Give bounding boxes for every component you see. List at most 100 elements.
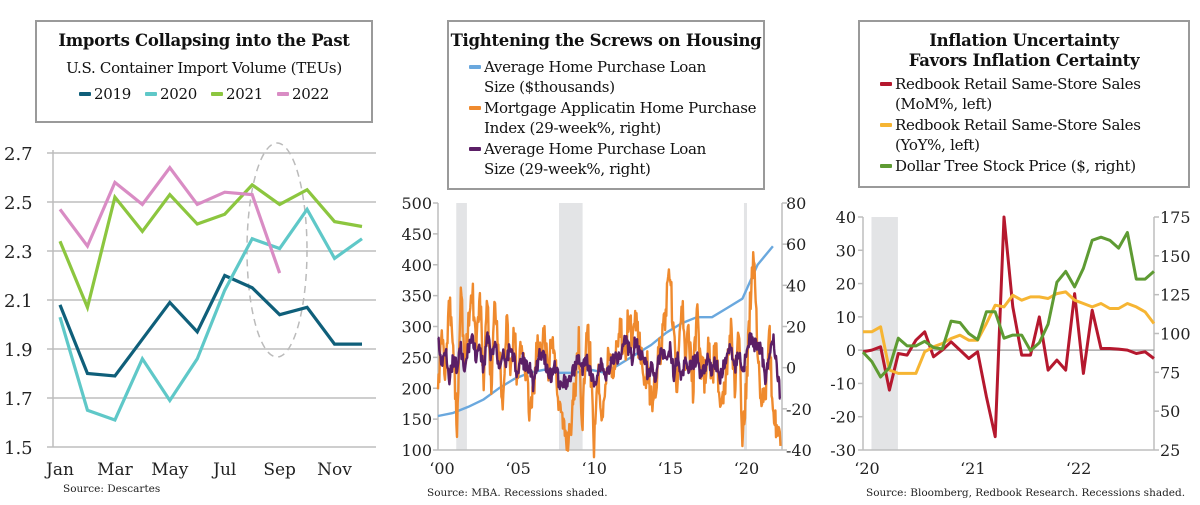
y-tick-label: 1.7 [4,389,33,410]
chart2-series-line-2 [437,331,781,400]
x-tick-label: ‘20 [734,459,759,478]
x-tick-label: Nov [317,460,352,480]
left-y-tick-label: 250 [401,348,432,367]
legend-swatch [276,92,289,96]
left-y-tick-label: 20 [836,275,856,294]
legend-swatch [880,164,892,168]
legend-swatch [880,123,892,127]
legend-item-redbook-yoy: Redbook Retail Same-Store Sales (YoY%, l… [880,115,1188,155]
chart2-legend-box: Tightening the Screws on Housing Average… [447,20,765,190]
left-y-tick-label: 300 [401,318,432,337]
chart2-series-line-1 [436,250,782,459]
left-y-tick-label: 200 [401,379,432,398]
legend-item-2021: 2021 [211,84,263,104]
chart2-source: Source: MBA. Recessions shaded. [427,487,608,499]
chart1-subtitle: U.S. Container Import Volume (TEUs) [66,59,342,77]
chart1-legend: 2019 2020 2021 2022 [37,83,371,104]
right-y-tick-label: -20 [786,400,812,419]
y-tick-label: 1.9 [4,340,33,361]
right-y-tick-label: 50 [1160,402,1180,421]
legend-item-redbook-mom: Redbook Retail Same-Store Sales (MoM%, l… [880,74,1188,114]
right-y-tick-label: 125 [1160,286,1191,305]
right-y-tick-label: -40 [786,441,812,460]
series-line-2022 [58,165,282,274]
legend-swatch [211,92,223,96]
y-tick-label: 2.3 [4,242,33,263]
right-y-tick-label: 25 [1160,441,1180,460]
x-tick-label: Jan [44,460,74,480]
legend-item-loan-size-pct: Average Home Purchase Loan Size (29-week… [469,139,763,179]
recession-shade [743,203,747,450]
legend-item-loan-size: Average Home Purchase Loan Size ($thousa… [469,57,763,97]
left-y-tick-label: 100 [401,441,432,460]
x-tick-label: Jul [211,460,236,480]
left-y-tick-label: 40 [836,208,856,227]
left-y-tick-label: -10 [830,374,856,393]
series-line-2021 [58,182,363,313]
chart3-legend: Redbook Retail Same-Store Sales (MoM%, l… [880,74,1188,176]
legend-label: 2022 [291,85,329,103]
right-y-tick-label: 80 [786,194,806,213]
chart2-title: Tightening the Screws on Housing [450,31,762,50]
legend-label: Mortgage Applicatin Home Purchase Index … [484,99,757,137]
left-y-tick-label: 500 [401,194,432,213]
legend-label: 2019 [94,85,132,103]
annotation-ellipse [246,142,308,358]
legend-item-2019: 2019 [79,84,131,104]
chart2-legend: Average Home Purchase Loan Size ($thousa… [469,57,763,179]
chart1-title: Imports Collapsing into the Past [58,31,350,50]
legend-label: Redbook Retail Same-Store Sales (MoM%, l… [895,75,1141,113]
y-tick-label: 2.5 [4,193,33,214]
series-line-2019 [58,273,362,378]
legend-label: Average Home Purchase Loan Size ($thousa… [484,58,706,96]
left-y-tick-label: 350 [401,287,432,306]
x-tick-label: ‘20 [854,459,879,478]
x-tick-label: Sep [263,460,296,480]
legend-label: 2021 [226,85,263,103]
right-y-tick-label: 100 [1160,325,1191,344]
chart3-series-line-1 [863,290,1156,375]
right-y-tick-label: 150 [1160,247,1191,266]
recession-shade [871,217,898,450]
right-y-tick-label: 175 [1160,208,1191,227]
legend-item-purchase-index: Mortgage Applicatin Home Purchase Index … [469,98,763,138]
right-y-tick-label: 40 [786,276,806,295]
x-tick-label: ‘00 [429,459,454,478]
legend-label: 2020 [160,85,197,103]
left-y-tick-label: -20 [830,408,856,427]
chart3-title-line1: Inflation Uncertainty [929,31,1119,50]
x-tick-label: ‘10 [581,459,606,478]
legend-label: Redbook Retail Same-Store Sales (YoY%, l… [895,116,1141,154]
chart1-source: Source: Descartes [63,483,161,495]
legend-swatch [880,82,892,86]
chart1-legend-box: Imports Collapsing into the Past U.S. Co… [35,20,373,123]
left-y-tick-label: 400 [401,256,432,275]
legend-label: Dollar Tree Stock Price ($, right) [895,157,1136,175]
left-y-tick-label: 450 [401,225,432,244]
x-tick-label: ‘21 [960,459,985,478]
chart3-source: Source: Bloomberg, Redbook Research. Rec… [866,487,1186,499]
x-tick-label: ‘22 [1066,459,1091,478]
chart3-legend-box: Inflation Uncertainty Favors Inflation C… [858,20,1190,188]
legend-swatch [469,147,481,151]
legend-label: Average Home Purchase Loan Size (29-week… [484,140,706,178]
left-y-tick-label: 10 [836,308,856,327]
chart3-title-line2: Favors Inflation Certainty [908,51,1140,70]
right-y-tick-label: 20 [786,318,806,337]
y-tick-label: 1.5 [4,438,33,459]
left-y-tick-label: 0 [846,341,856,360]
right-y-tick-label: 75 [1160,363,1180,382]
left-y-tick-label: 30 [836,241,856,260]
legend-item-dollar-tree: Dollar Tree Stock Price ($, right) [880,156,1188,176]
legend-swatch [469,65,481,69]
right-y-tick-label: 0 [786,359,796,378]
legend-item-2022: 2022 [276,84,329,104]
legend-item-2020: 2020 [145,84,197,104]
x-tick-label: ‘15 [658,459,683,478]
left-y-tick-label: -30 [830,441,856,460]
chart3-series-line-0 [862,215,1155,439]
x-tick-label: Mar [97,460,134,480]
legend-swatch [79,92,92,96]
